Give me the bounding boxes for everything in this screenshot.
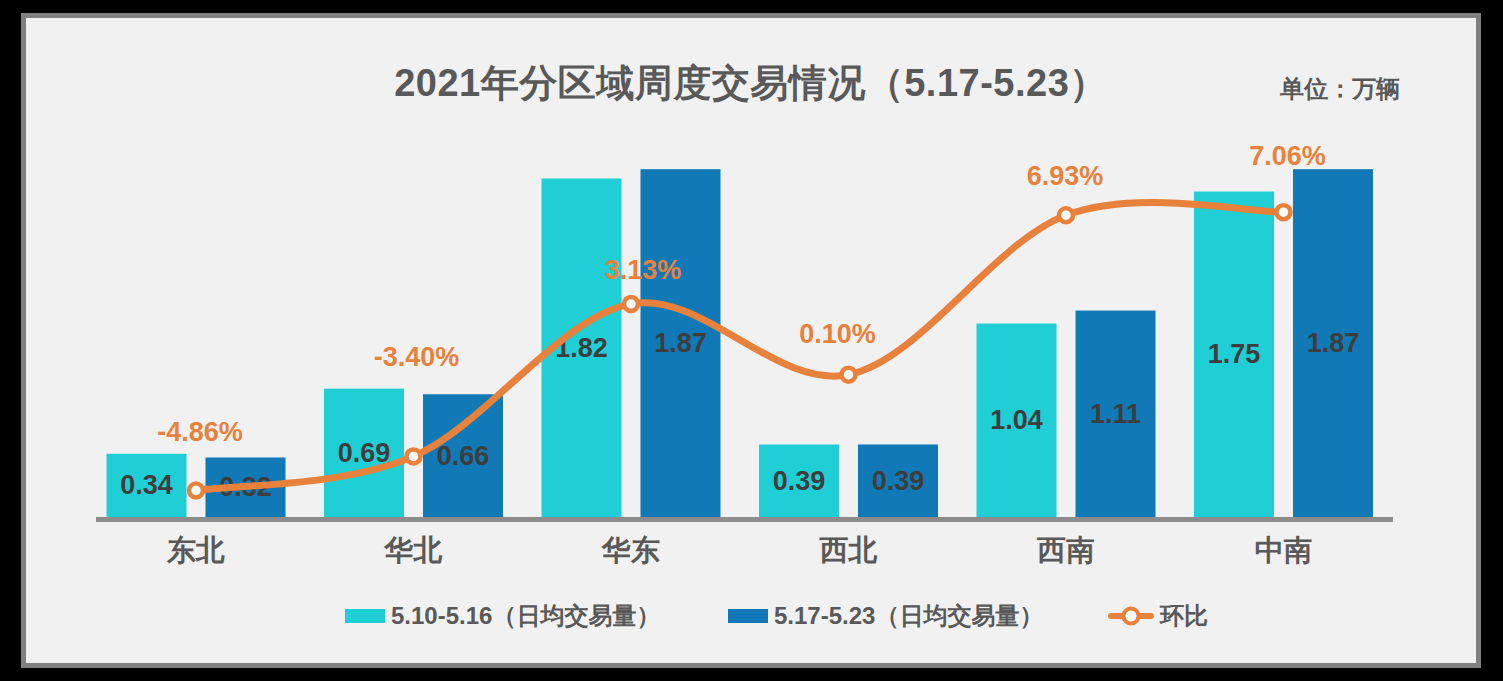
legend-item-ratio: 环比 xyxy=(1108,600,1208,632)
ratio-percent-label: -4.86% xyxy=(157,417,243,447)
chart-panel: 2021年分区域周度交易情况（5.17-5.23） 单位：万辆 0.340.69… xyxy=(21,13,1481,668)
category-label: 西南 xyxy=(1036,534,1095,566)
category-label: 华北 xyxy=(384,534,443,566)
bar-value-label: 1.04 xyxy=(990,405,1043,435)
legend-item-week2: 5.17-5.23（日均交易量） xyxy=(728,600,1043,632)
bar-value-label: 0.66 xyxy=(437,441,490,471)
legend-label-ratio: 环比 xyxy=(1160,600,1208,632)
ratio-percent-label: 6.93% xyxy=(1027,161,1104,191)
ratio-marker xyxy=(624,297,638,311)
category-label: 东北 xyxy=(166,534,225,566)
ratio-percent-label: -3.40% xyxy=(374,342,460,372)
legend-swatch-week1-icon xyxy=(345,609,385,623)
legend-swatch-week2-icon xyxy=(728,609,768,623)
ratio-percent-label: 3.13% xyxy=(605,255,682,285)
legend-item-week1: 5.10-5.16（日均交易量） xyxy=(345,600,660,632)
ratio-marker xyxy=(407,449,421,463)
ratio-marker xyxy=(842,368,856,382)
bar-value-label: 1.87 xyxy=(1307,328,1360,358)
ratio-marker xyxy=(1059,208,1073,222)
bar-value-label: 1.75 xyxy=(1208,339,1261,369)
bar-value-label: 0.39 xyxy=(872,466,925,496)
bar-value-label: 0.34 xyxy=(120,470,173,500)
x-axis-line xyxy=(96,517,1393,522)
ratio-percent-label: 0.10% xyxy=(799,319,876,349)
legend-label-week1: 5.10-5.16（日均交易量） xyxy=(391,600,660,632)
chart-canvas: 0.340.691.820.391.041.750.320.661.870.39… xyxy=(26,18,1476,663)
ratio-percent-label: 7.06% xyxy=(1249,141,1326,171)
category-label: 中南 xyxy=(1255,534,1313,566)
ratio-marker xyxy=(1277,205,1291,219)
category-label: 西北 xyxy=(819,534,878,566)
legend-label-week2: 5.17-5.23（日均交易量） xyxy=(774,600,1043,632)
legend: 5.10-5.16（日均交易量） 5.17-5.23（日均交易量） 环比 xyxy=(26,600,1476,632)
bar-value-label: 1.87 xyxy=(654,328,707,358)
ratio-marker xyxy=(189,483,203,497)
bar-value-label: 0.39 xyxy=(773,466,826,496)
bar-value-label: 1.11 xyxy=(1090,399,1141,429)
category-label: 华东 xyxy=(601,534,660,566)
bar-value-label: 0.69 xyxy=(338,438,391,468)
legend-line-marker-icon xyxy=(1108,613,1154,619)
